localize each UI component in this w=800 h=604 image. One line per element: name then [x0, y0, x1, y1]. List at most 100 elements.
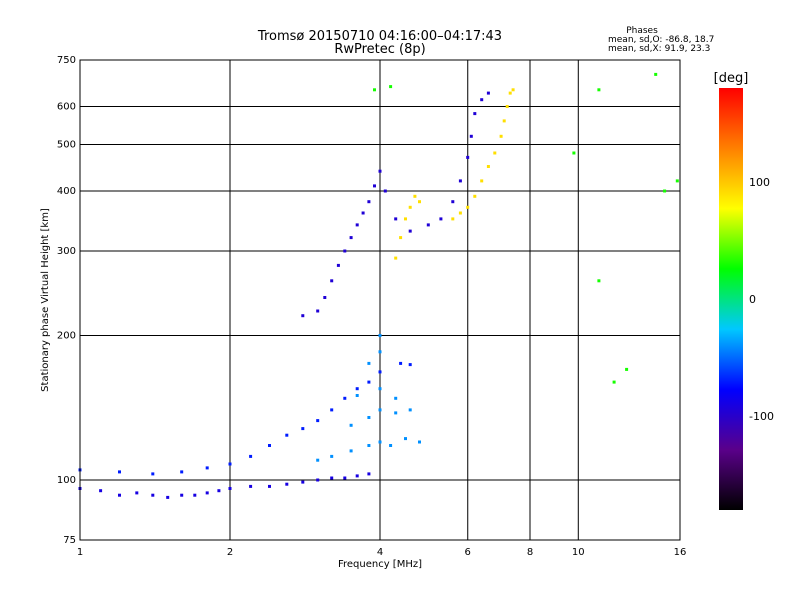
data-point — [597, 279, 601, 283]
data-point — [451, 200, 455, 204]
colorbar-tick-label: -100 — [749, 410, 774, 423]
data-point — [399, 361, 403, 365]
data-point — [493, 151, 497, 155]
data-point — [378, 334, 382, 337]
data-point — [330, 408, 334, 412]
y-tick-label: 300 — [57, 246, 76, 257]
grid-lines — [80, 60, 680, 540]
y-tick-label: 75 — [63, 535, 76, 546]
data-point — [193, 493, 197, 497]
data-point — [361, 211, 365, 215]
data-point — [367, 416, 371, 419]
data-point — [249, 484, 253, 488]
data-point — [505, 105, 509, 108]
data-point — [675, 179, 679, 183]
data-point — [394, 396, 398, 400]
data-point — [373, 88, 376, 92]
data-point — [625, 367, 629, 371]
y-tick-label: 400 — [57, 186, 76, 197]
data-point — [394, 411, 398, 415]
data-point — [378, 408, 382, 412]
colorbar-label: [deg] — [714, 71, 749, 86]
data-point — [349, 449, 353, 453]
data-point — [367, 444, 371, 447]
phases-o-line: mean, sd,O: -86.8, 18.7 — [608, 35, 714, 45]
x-axis-ticks: 1 2 4 6 8 10 16 — [77, 547, 687, 558]
data-point — [373, 184, 376, 188]
data-point — [343, 249, 347, 253]
data-point — [316, 309, 320, 313]
data-point — [301, 480, 305, 484]
data-point — [612, 380, 616, 384]
data-point — [404, 217, 407, 221]
data-point — [118, 470, 121, 474]
data-point — [399, 236, 403, 240]
data-point — [389, 85, 393, 89]
data-point — [408, 363, 412, 367]
data-point — [355, 474, 359, 478]
data-point — [349, 236, 353, 240]
data-point — [323, 296, 327, 299]
y-tick-label: 200 — [57, 331, 76, 342]
data-point — [301, 314, 305, 318]
colorbar — [719, 88, 743, 510]
data-point — [654, 72, 658, 76]
phases-title: Phases — [626, 26, 658, 36]
data-point — [473, 194, 477, 198]
data-point — [458, 211, 462, 215]
data-point — [330, 279, 334, 283]
x-tick-label: 4 — [377, 547, 383, 558]
data-point — [330, 454, 334, 458]
y-tick-label: 100 — [57, 475, 76, 486]
data-point — [343, 396, 347, 400]
chart-subtitle: RwPretec (8p) — [334, 42, 425, 57]
data-point — [355, 387, 359, 391]
data-point — [499, 134, 503, 138]
data-point — [413, 194, 417, 198]
data-point — [343, 476, 347, 480]
data-point — [511, 88, 515, 92]
data-point — [135, 491, 139, 495]
data-point — [418, 200, 421, 204]
data-point — [268, 484, 271, 488]
data-point — [439, 217, 443, 221]
x-tick-label: 1 — [77, 547, 83, 558]
data-point — [480, 179, 484, 183]
data-point — [268, 444, 271, 447]
x-tick-label: 6 — [465, 547, 471, 558]
x-tick-label: 2 — [227, 547, 233, 558]
data-point — [663, 189, 667, 193]
plot-frame — [79, 59, 681, 541]
x-tick-label: 8 — [527, 547, 533, 558]
data-point — [378, 350, 382, 354]
data-point — [394, 256, 398, 260]
y-axis-ticks: 75 100 200 300 400 500 600 750 — [57, 55, 76, 546]
data-point — [166, 495, 170, 499]
x-tick-label: 10 — [572, 547, 585, 558]
data-point — [367, 361, 371, 365]
data-point — [330, 476, 334, 480]
data-point — [228, 462, 232, 466]
x-axis-label: Frequency [MHz] — [338, 559, 422, 570]
data-point — [205, 491, 209, 495]
y-tick-label: 500 — [57, 140, 76, 151]
colorbar-tick-label: 100 — [749, 176, 770, 189]
data-point — [367, 472, 371, 476]
data-point — [597, 88, 601, 92]
data-point — [473, 112, 477, 116]
data-point — [180, 470, 184, 474]
data-point — [151, 472, 155, 476]
data-point — [349, 423, 353, 427]
data-point — [458, 179, 462, 183]
data-point — [408, 229, 412, 233]
data-point — [466, 155, 470, 159]
data-point — [367, 380, 371, 384]
data-point — [180, 493, 184, 497]
data-point — [378, 169, 382, 173]
data-point — [151, 493, 155, 497]
data-point — [389, 444, 393, 447]
data-point — [469, 134, 473, 138]
data-point — [316, 458, 320, 462]
data-point — [408, 205, 412, 209]
